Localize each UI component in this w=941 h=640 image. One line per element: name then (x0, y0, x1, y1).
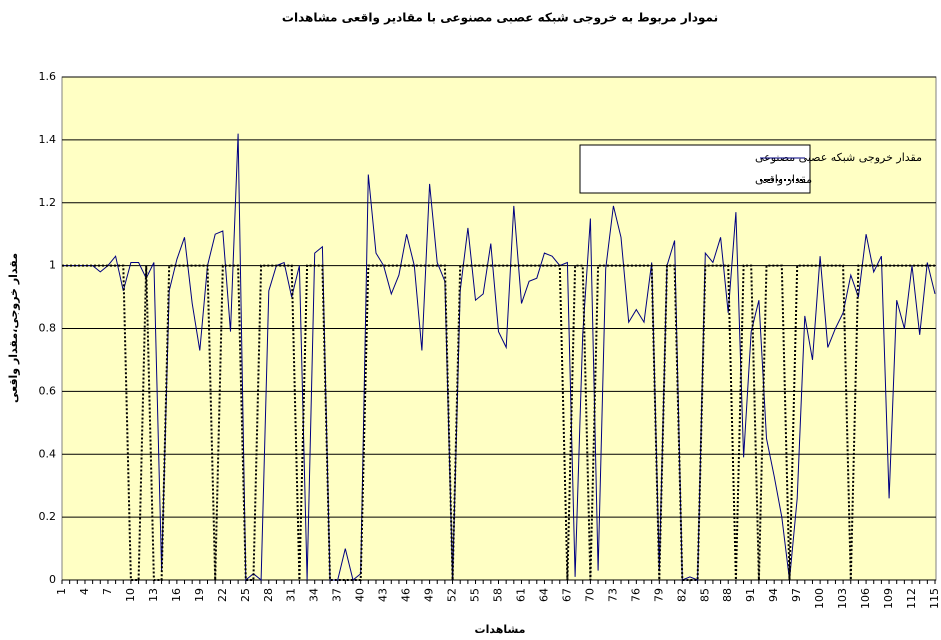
x-tick-label: 1 (55, 588, 68, 595)
x-tick-label: 82 (675, 588, 688, 602)
x-tick-label: 94 (767, 588, 780, 602)
x-tick-label: 91 (744, 588, 757, 602)
x-tick-label: 58 (492, 588, 505, 602)
x-tick-label: 85 (698, 588, 711, 602)
y-axis-title: مقدار خروجی،مقدار واقعی (7, 253, 20, 403)
x-axis-title: مشاهدات (475, 623, 526, 636)
x-tick-label: 73 (606, 588, 619, 602)
y-tick-label: 0.8 (39, 322, 57, 335)
x-tick-label: 100 (813, 588, 826, 609)
x-tick-label: 67 (560, 588, 573, 602)
x-tick-label: 28 (262, 588, 275, 602)
x-tick-label: 22 (216, 588, 229, 602)
x-tick-label: 13 (147, 588, 160, 602)
x-tick-label: 79 (652, 588, 665, 602)
x-tick-label: 52 (446, 588, 459, 602)
x-tick-label: 4 (78, 588, 91, 595)
x-tick-label: 112 (905, 588, 918, 609)
y-tick-label: 0 (49, 573, 56, 586)
x-tick-label: 64 (537, 588, 550, 602)
x-tick-label: 40 (354, 588, 367, 602)
x-tick-label: 49 (423, 588, 436, 602)
x-tick-label: 97 (790, 588, 803, 602)
y-tick-label: 0.2 (39, 510, 57, 523)
x-tick-label: 61 (514, 588, 527, 602)
x-tick-label: 10 (124, 588, 137, 602)
x-tick-label: 55 (469, 588, 482, 602)
y-tick-label: 0.4 (39, 447, 57, 460)
y-tick-label: 1.2 (39, 196, 57, 209)
chart: نمودار مربوط به خروجی شبکه عصبی مصنوعی ب… (0, 0, 941, 640)
x-tick-label: 19 (193, 588, 206, 602)
x-tick-label: 16 (170, 588, 183, 602)
x-tick-label: 7 (101, 588, 114, 595)
x-tick-label: 34 (308, 588, 321, 602)
x-tick-label: 25 (239, 588, 252, 602)
x-tick-label: 88 (721, 588, 734, 602)
x-tick-label: 31 (285, 588, 298, 602)
legend-label: مقدار واقعی (755, 173, 812, 186)
x-tick-label: 76 (629, 588, 642, 602)
x-tick-label: 43 (377, 588, 390, 602)
x-tick-label: 106 (859, 588, 872, 609)
chart-title: نمودار مربوط به خروجی شبکه عصبی مصنوعی ب… (282, 11, 718, 26)
x-tick-label: 37 (331, 588, 344, 602)
x-tick-label: 109 (882, 588, 895, 609)
y-tick-label: 0.6 (39, 384, 57, 397)
x-tick-label: 115 (928, 588, 941, 609)
y-tick-label: 1 (49, 259, 56, 272)
x-tick-label: 70 (583, 588, 596, 602)
x-tick-label: 46 (400, 588, 413, 602)
x-tick-label: 103 (836, 588, 849, 609)
y-tick-label: 1.4 (39, 133, 57, 146)
y-tick-label: 1.6 (39, 70, 57, 83)
